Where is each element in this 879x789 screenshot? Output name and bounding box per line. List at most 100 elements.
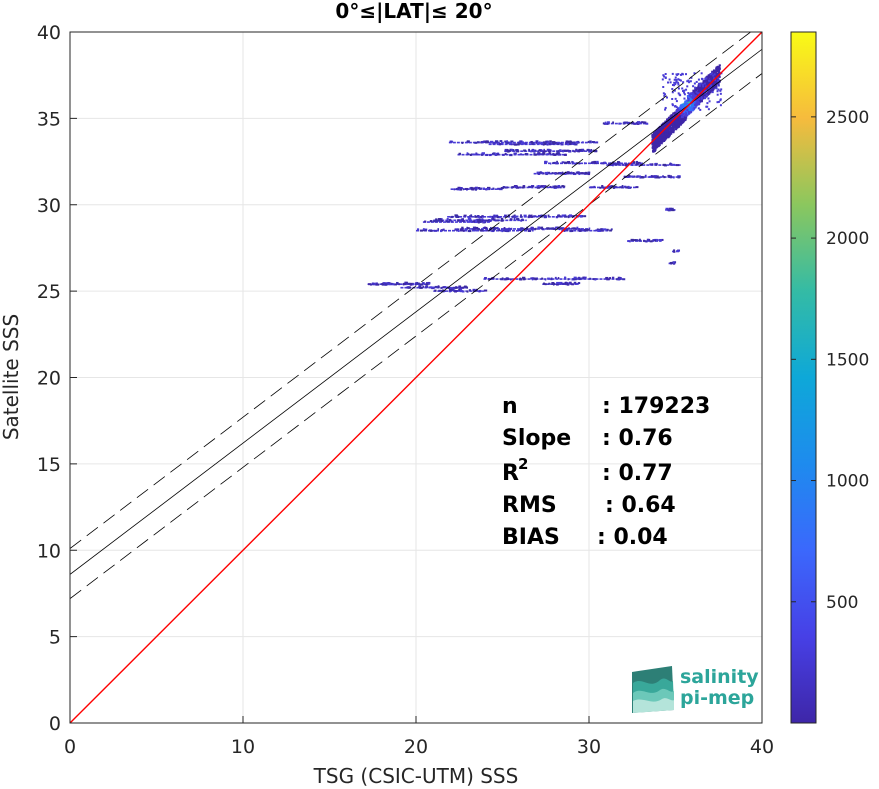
data-point xyxy=(612,186,615,189)
data-point xyxy=(693,82,696,85)
data-point xyxy=(603,122,608,125)
data-point xyxy=(694,92,697,95)
data-point xyxy=(578,229,582,232)
data-point xyxy=(684,111,687,114)
data-point xyxy=(604,121,607,124)
data-point xyxy=(635,186,639,189)
colorbar-tick-label: 2500 xyxy=(826,108,869,128)
data-point xyxy=(575,214,578,217)
data-point xyxy=(660,141,663,144)
data-point xyxy=(673,84,676,87)
data-streak xyxy=(400,285,469,290)
data-point xyxy=(483,289,488,292)
data-point xyxy=(542,150,545,153)
data-point xyxy=(697,89,700,92)
data-point xyxy=(464,228,468,231)
data-streak xyxy=(367,281,431,286)
data-point xyxy=(639,176,642,179)
data-point xyxy=(478,214,480,217)
data-point xyxy=(561,227,565,230)
data-point xyxy=(562,150,565,153)
data-point xyxy=(461,286,465,289)
data-point xyxy=(573,281,577,284)
data-point xyxy=(430,220,432,223)
data-point xyxy=(494,219,497,222)
data-point xyxy=(602,161,607,164)
data-point xyxy=(492,216,494,219)
data-point xyxy=(683,89,686,92)
data-point xyxy=(674,128,678,131)
data-point xyxy=(551,282,556,285)
data-point xyxy=(691,103,694,106)
data-point xyxy=(531,141,534,144)
data-point xyxy=(655,139,659,142)
data-point xyxy=(502,229,506,232)
data-point xyxy=(578,228,581,231)
data-point xyxy=(504,229,508,232)
data-point xyxy=(512,149,515,152)
data-point xyxy=(679,79,682,82)
data-point xyxy=(673,78,676,81)
data-point xyxy=(656,131,659,134)
data-point xyxy=(705,87,709,90)
data-point xyxy=(454,228,459,231)
data-point xyxy=(696,103,699,106)
data-point xyxy=(716,66,719,69)
data-point xyxy=(652,139,656,143)
data-point xyxy=(456,187,460,190)
data-point xyxy=(495,214,499,217)
data-point xyxy=(570,230,574,233)
data-point xyxy=(623,175,626,178)
data-point xyxy=(661,134,664,137)
data-point xyxy=(573,162,577,165)
data-point xyxy=(653,146,657,149)
colorbar xyxy=(790,31,817,724)
data-point xyxy=(434,289,437,292)
data-point xyxy=(630,162,633,165)
data-point xyxy=(516,218,520,221)
data-point xyxy=(689,98,692,101)
data-point xyxy=(569,142,572,145)
data-point xyxy=(488,219,492,222)
data-point xyxy=(499,140,503,143)
data-point xyxy=(720,88,723,91)
data-point xyxy=(544,171,548,174)
data-point xyxy=(500,278,504,281)
data-point xyxy=(558,228,561,231)
data-point xyxy=(559,186,562,189)
data-point xyxy=(496,215,499,218)
data-point xyxy=(655,163,658,166)
data-point xyxy=(630,122,634,125)
data-point xyxy=(564,281,567,284)
stat-value: : 0.76 xyxy=(602,426,673,451)
data-point xyxy=(692,96,695,99)
logo-text-line2: pi-mep xyxy=(680,687,754,709)
data-point xyxy=(673,176,675,179)
data-point xyxy=(696,98,699,101)
data-point xyxy=(578,148,582,151)
data-point xyxy=(382,282,385,285)
data-point xyxy=(513,214,516,217)
data-point xyxy=(590,186,594,189)
data-point xyxy=(552,152,555,155)
data-point xyxy=(501,230,504,233)
data-point xyxy=(664,133,668,136)
data-point xyxy=(607,121,610,124)
data-point xyxy=(446,218,449,221)
data-point xyxy=(717,65,720,69)
data-point xyxy=(671,103,674,106)
data-point xyxy=(674,111,677,114)
data-point xyxy=(599,186,602,189)
data-point xyxy=(578,214,583,217)
data-point xyxy=(667,81,670,84)
data-point xyxy=(717,71,720,74)
data-point xyxy=(678,107,682,110)
data-point xyxy=(481,215,484,218)
data-point xyxy=(474,188,478,191)
data-point xyxy=(719,92,722,95)
data-point xyxy=(468,289,472,292)
regression-fit-line xyxy=(70,48,762,575)
data-point xyxy=(563,229,566,232)
data-point xyxy=(537,152,540,155)
data-point xyxy=(616,161,619,164)
